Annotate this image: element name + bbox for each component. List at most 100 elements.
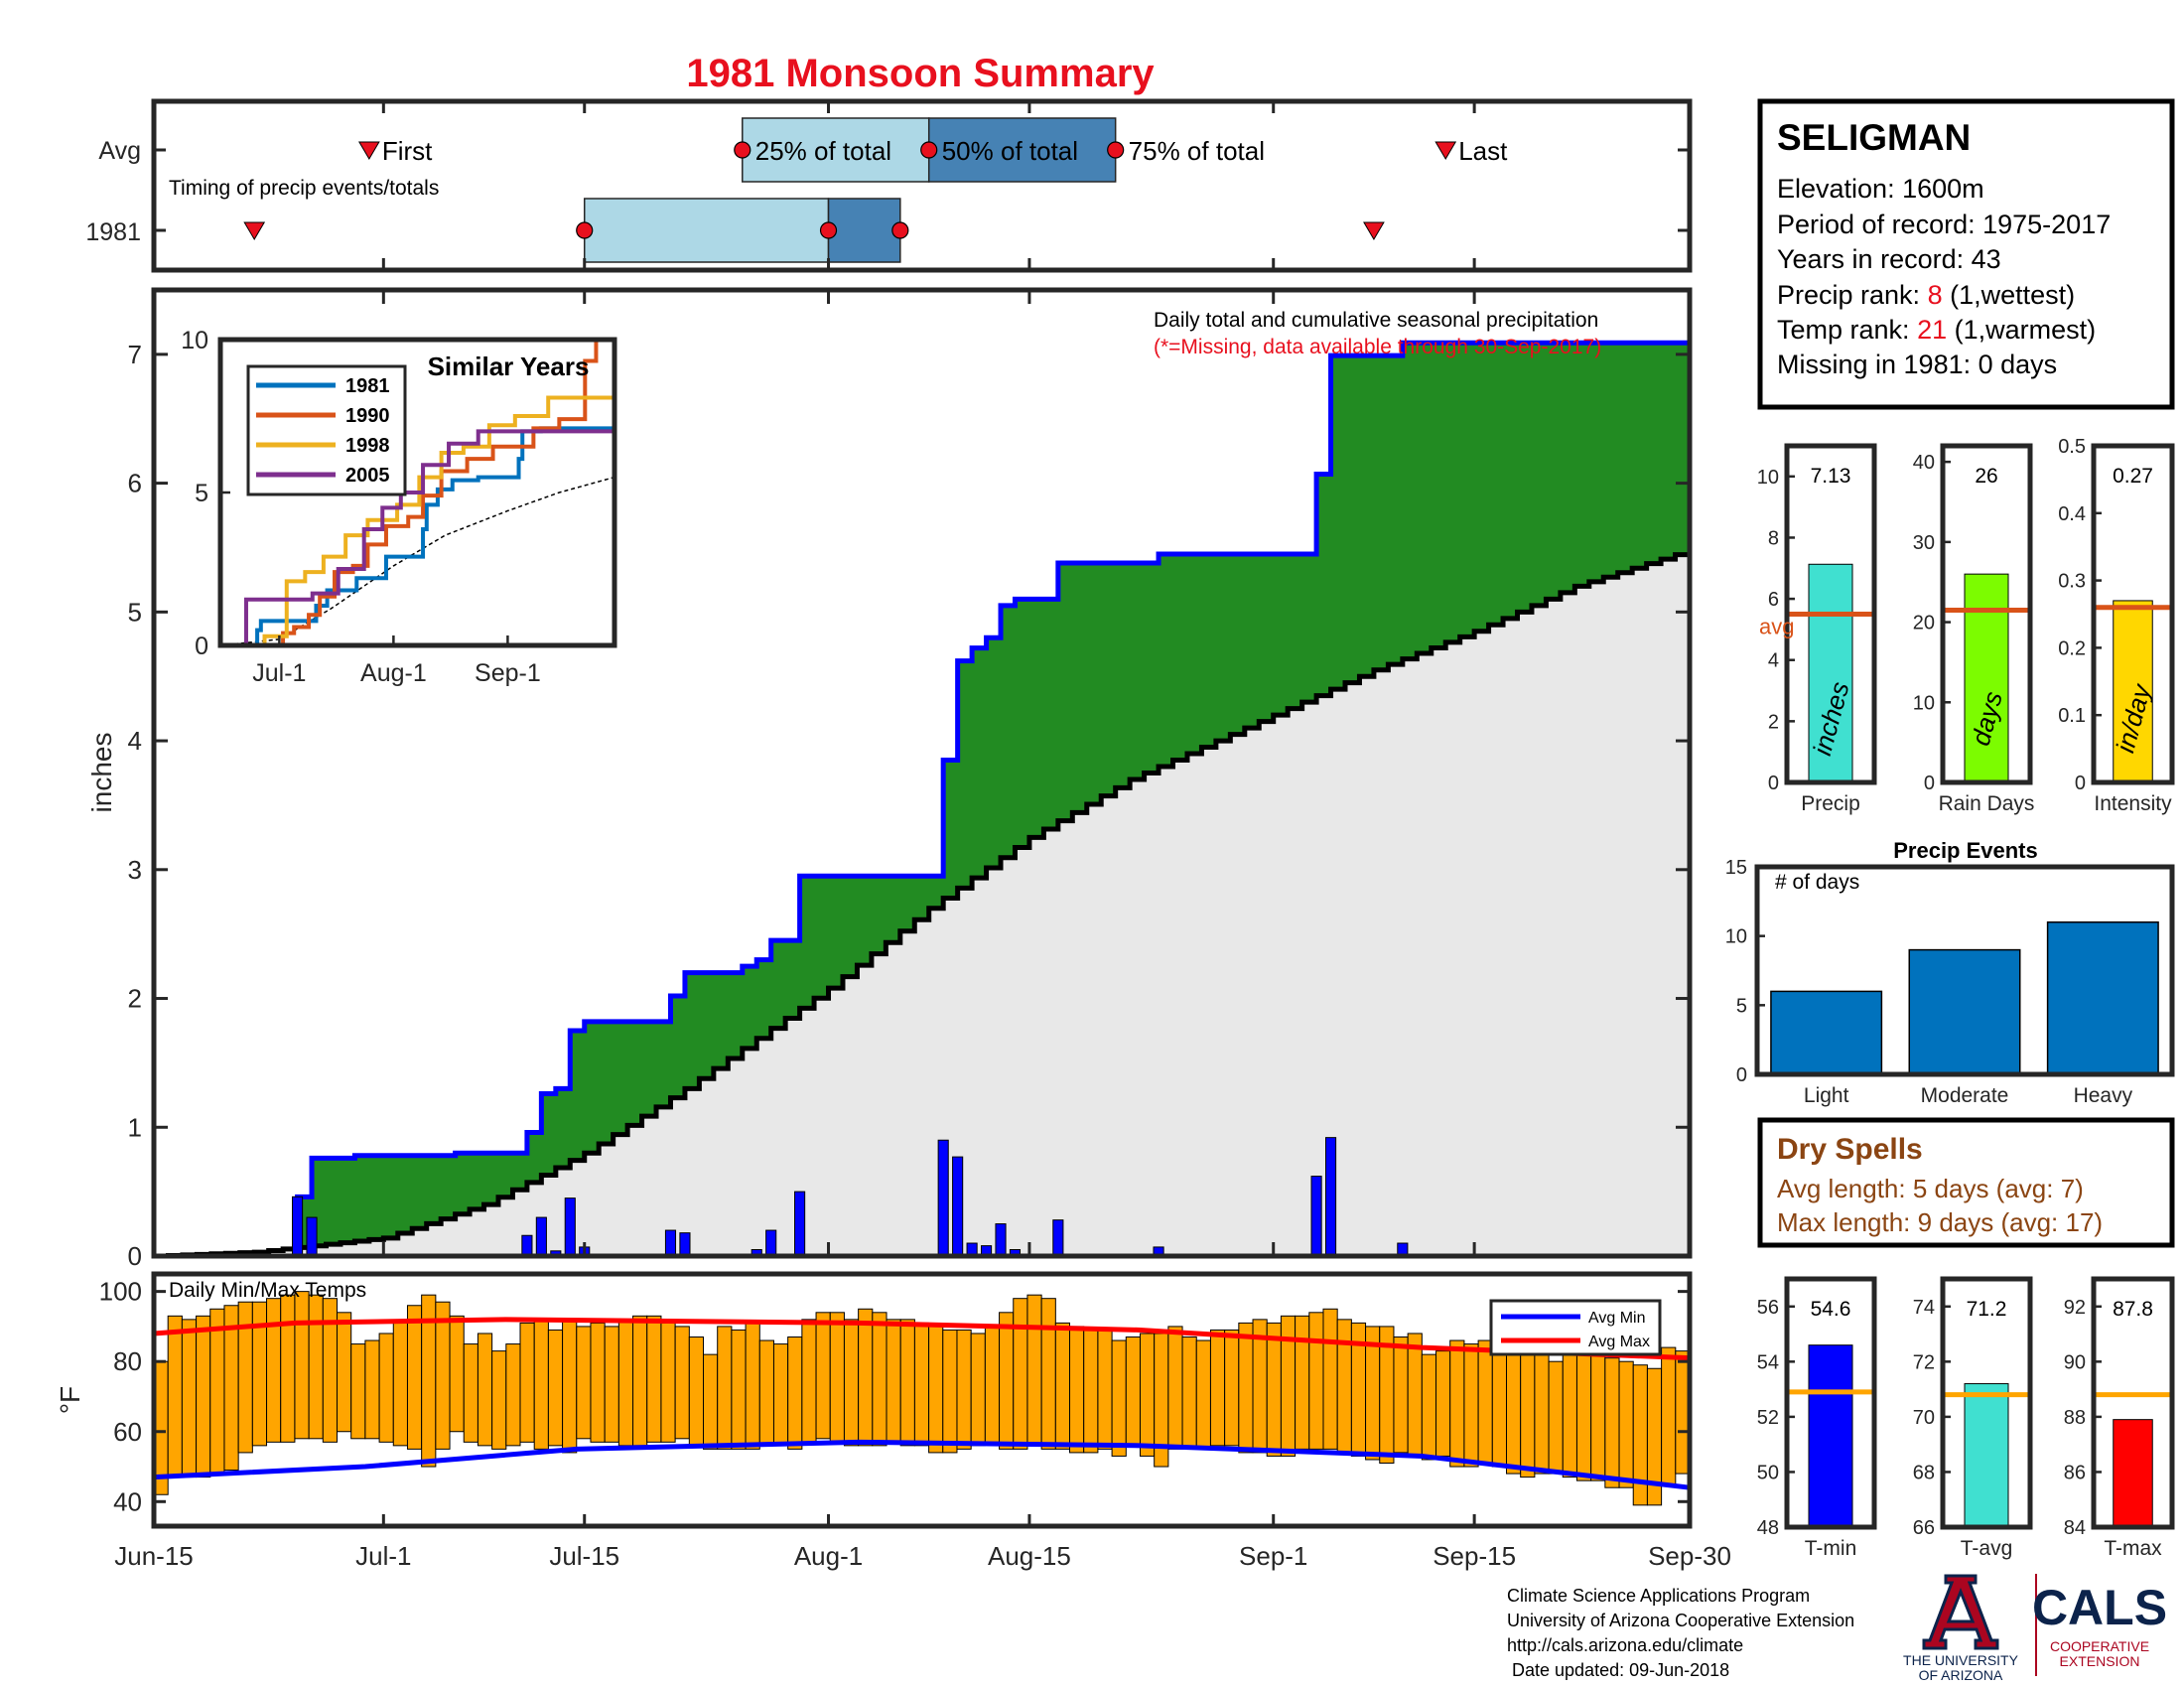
cumulative-1981-line xyxy=(154,338,1693,1259)
daily-temp-bar xyxy=(617,1319,634,1447)
daily-temp-bar xyxy=(787,1336,803,1450)
mini-y-tick-label: 0 xyxy=(2075,773,2086,794)
daily-temp-bar xyxy=(872,1312,887,1447)
mini-y-tick-label: 10 xyxy=(1913,692,1935,714)
events-plot-frame xyxy=(1754,864,2175,1077)
daily-temp-bar xyxy=(717,1326,733,1450)
daily-temp-bar xyxy=(829,1312,845,1443)
year-25-50-box xyxy=(583,198,830,263)
mini-panel-frame xyxy=(1784,1276,1877,1530)
daily-temp-bar xyxy=(1435,1350,1451,1457)
mini-y-tick-label: 0.1 xyxy=(2058,705,2086,727)
events-bar-moderate xyxy=(1908,948,2021,1075)
daily-temp-bar xyxy=(1562,1346,1577,1478)
arizona-a-logo-icon xyxy=(1922,1574,1999,1650)
mini-y-tick-label: 50 xyxy=(1757,1462,1779,1483)
daily-temp-bar xyxy=(1195,1339,1211,1450)
daily-temp-bar xyxy=(337,1312,352,1433)
events-y-tick-label: 5 xyxy=(1736,995,1747,1017)
daily-temp-bar xyxy=(533,1319,549,1450)
daily-temp-bar xyxy=(1167,1326,1183,1450)
main-y-tick-label: 0 xyxy=(128,1241,142,1271)
daily-temp-bar xyxy=(1520,1346,1536,1478)
daily-temp-bar xyxy=(378,1333,394,1443)
temps-legend: Avg Min Avg Max xyxy=(1489,1299,1662,1356)
daily-temp-bar xyxy=(1491,1339,1507,1468)
mini-y-tick-label: 40 xyxy=(1913,452,1935,474)
year-25-marker xyxy=(576,221,594,239)
daily-temp-bar xyxy=(1421,1353,1437,1461)
inset-series-1990 xyxy=(220,338,614,647)
main-annotation-2: (*=Missing, data available through 30-Se… xyxy=(1154,336,1601,358)
inset-average-line xyxy=(219,476,615,646)
cals-logo-line-2: EXTENSION xyxy=(2060,1653,2140,1669)
daily-precip-bar xyxy=(995,1223,1007,1257)
credits-line-4: Date updated: 09-Jun-2018 xyxy=(1507,1660,1730,1680)
daily-temp-bar xyxy=(1054,1322,1071,1450)
daily-temp-bar xyxy=(1449,1339,1465,1468)
avg-75-label: 75% of total xyxy=(1129,136,1265,166)
daily-temp-bar xyxy=(435,1301,451,1450)
mini-bar-t-max xyxy=(2113,1419,2153,1528)
daily-temp-bar xyxy=(886,1319,901,1443)
daily-temp-bar xyxy=(1125,1336,1141,1447)
station-elevation: Elevation: 1600m xyxy=(1777,174,1984,204)
avg-last-marker xyxy=(1434,141,1457,160)
dry-spells-box: Dry Spells Avg length: 5 days (avg: 7) M… xyxy=(1757,1117,2175,1248)
year-50-75-box xyxy=(827,198,901,263)
dry-spells-frame xyxy=(1757,1117,2175,1248)
mini-y-tick-label: 84 xyxy=(2064,1517,2086,1539)
temps-y-tick-label: 40 xyxy=(113,1486,142,1516)
x-tick-label: Jun-15 xyxy=(114,1541,194,1571)
events-category-label: Moderate xyxy=(1921,1084,2009,1107)
daily-temp-bar xyxy=(1209,1329,1226,1447)
station-missing: Missing in 1981: 0 days xyxy=(1777,350,2057,379)
x-tick-label: Jul-1 xyxy=(355,1541,411,1571)
mini-panel-frame xyxy=(2091,443,2175,785)
daily-temp-bar xyxy=(1069,1326,1085,1454)
mini-y-tick-label: 0.2 xyxy=(2058,637,2086,659)
mini-value-label: 87.8 xyxy=(2113,1298,2153,1321)
daily-temp-bar xyxy=(463,1343,478,1443)
figure-title: 1981 Monsoon Summary xyxy=(686,52,1155,95)
inset-y-tick-label: 0 xyxy=(195,633,208,660)
year-75-marker xyxy=(891,221,909,239)
daily-temp-bar xyxy=(364,1339,380,1440)
daily-precip-bar xyxy=(1052,1219,1064,1257)
daily-temp-bar xyxy=(209,1308,225,1475)
daily-temp-bar xyxy=(167,1315,183,1478)
daily-temp-bar xyxy=(449,1315,465,1433)
daily-precip-bar xyxy=(765,1229,777,1257)
mini-category-label: T-min xyxy=(1805,1537,1857,1560)
mini-y-tick-label: 88 xyxy=(2064,1407,2086,1429)
daily-temp-bar xyxy=(1083,1329,1099,1454)
daily-temp-bar xyxy=(1604,1357,1620,1488)
mini-y-tick-label: 6 xyxy=(1768,589,1779,611)
mini-bar-t-avg xyxy=(1964,1383,2009,1528)
mini-y-tick-label: 0.5 xyxy=(2058,436,2086,458)
daily-temp-bar xyxy=(815,1312,831,1440)
mini-value-label: 54.6 xyxy=(1811,1298,1851,1321)
daily-temp-bar xyxy=(562,1319,578,1454)
station-precip-rank: Precip rank: 8 (1,wettest) xyxy=(1777,280,2075,310)
credits-line-1: Climate Science Applications Program xyxy=(1507,1586,1811,1606)
daily-temp-bar xyxy=(1013,1298,1028,1450)
precip-rank-value: 8 xyxy=(1928,280,1943,310)
mini-y-tick-label: 92 xyxy=(2064,1297,2086,1319)
avg-last-label: Last xyxy=(1458,136,1508,166)
mini-y-tick-label: 52 xyxy=(1757,1407,1779,1429)
inset-title: Similar Years xyxy=(428,352,590,381)
avg-first-marker xyxy=(357,141,380,160)
dry-spells-title: Dry Spells xyxy=(1777,1133,1923,1166)
mini-category-label: Precip xyxy=(1801,792,1860,815)
daily-temp-bar xyxy=(999,1312,1015,1450)
x-tick-label: Jul-15 xyxy=(549,1541,619,1571)
daily-temp-bar xyxy=(1477,1339,1493,1465)
mini-y-tick-label: 0.4 xyxy=(2058,503,2086,525)
daily-temp-bar xyxy=(604,1326,619,1443)
events-category-label: Light xyxy=(1804,1084,1849,1107)
daily-temp-bar xyxy=(1548,1360,1564,1475)
cals-logo-wordmark: CALS xyxy=(2032,1580,2167,1635)
